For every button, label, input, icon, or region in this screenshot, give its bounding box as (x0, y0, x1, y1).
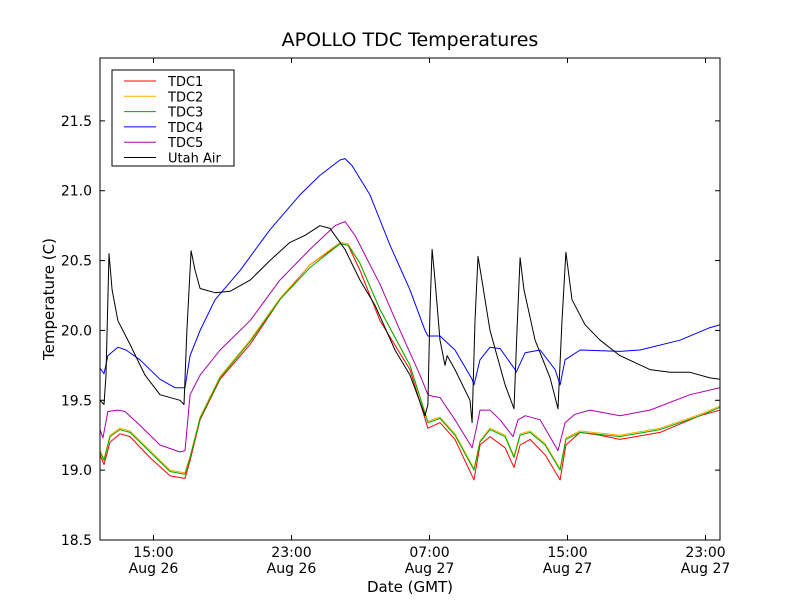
y-tick-label: 19.0 (61, 463, 92, 479)
series-line-tdc3 (100, 243, 720, 475)
legend-label: TDC5 (167, 136, 203, 151)
legend-label: TDC1 (167, 75, 203, 90)
y-tick-label: 20.0 (61, 323, 92, 339)
x-tick-date-label: Aug 26 (267, 561, 317, 577)
legend-label: TDC2 (167, 90, 203, 105)
x-tick-time-label: 15:00 (133, 545, 173, 561)
x-tick-time-label: 07:00 (409, 545, 449, 561)
x-tick-time-label: 15:00 (547, 545, 587, 561)
y-tick-label: 21.0 (61, 184, 92, 200)
x-tick-time-label: 23:00 (271, 545, 311, 561)
series-line-tdc5 (100, 221, 720, 453)
y-tick-label: 21.5 (61, 114, 92, 130)
legend-label: TDC4 (167, 121, 203, 136)
x-tick-date-label: Aug 27 (405, 561, 455, 577)
legend-label: TDC3 (167, 106, 203, 121)
x-tick-date-label: Aug 27 (681, 561, 731, 577)
y-tick-label: 18.5 (61, 533, 92, 549)
chart-title: APOLLO TDC Temperatures (282, 29, 539, 51)
plot-frame (99, 57, 721, 541)
x-tick-date-label: Aug 27 (543, 561, 593, 577)
x-axis-label: Date (GMT) (367, 578, 453, 596)
y-axis-label: Temperature (C) (40, 238, 58, 361)
legend-box (111, 69, 235, 167)
x-tick-date-label: Aug 26 (129, 561, 179, 577)
y-tick-label: 20.5 (61, 254, 92, 270)
series-layer (100, 158, 720, 481)
series-line-utah-air (100, 225, 720, 424)
y-tick-label: 19.5 (61, 393, 92, 409)
legend-label: Utah Air (168, 152, 221, 167)
x-tick-time-label: 23:00 (685, 545, 725, 561)
